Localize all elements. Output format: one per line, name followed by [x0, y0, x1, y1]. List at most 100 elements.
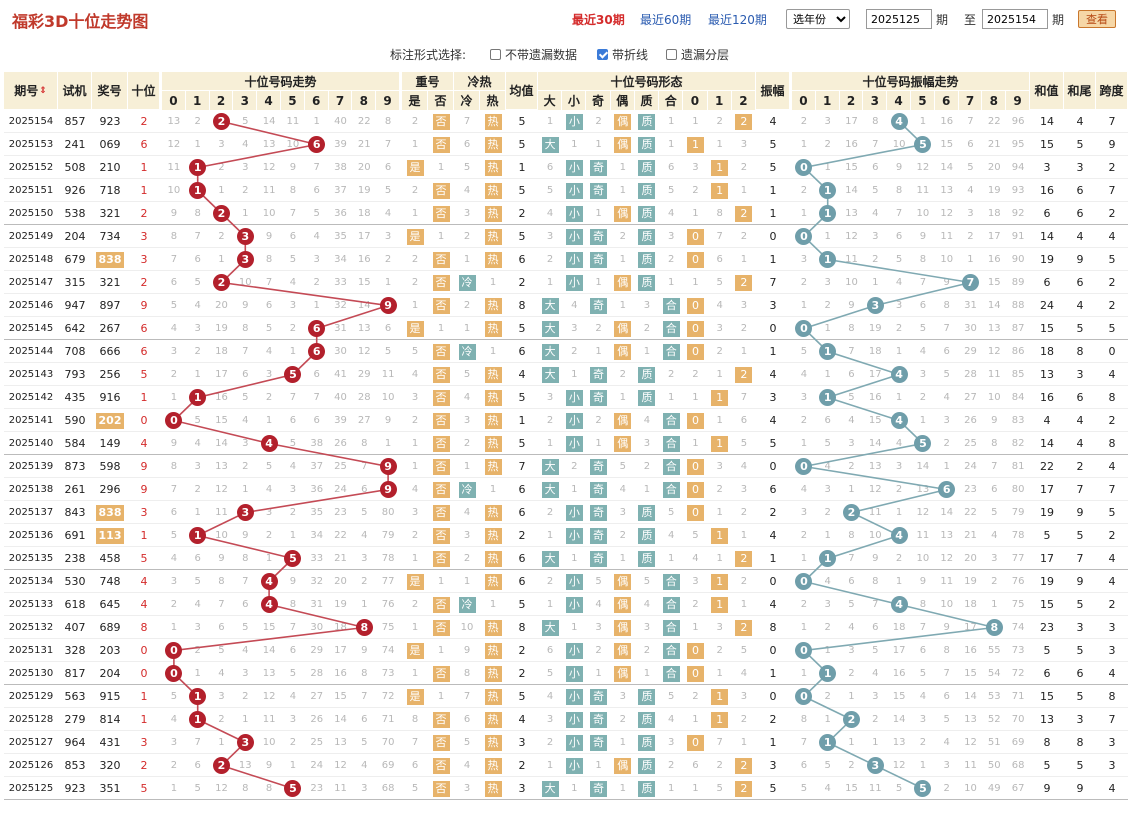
sort-icon[interactable]: ⇕: [39, 85, 47, 96]
form-tag: 2: [735, 366, 753, 383]
form-cell: 1: [571, 484, 578, 495]
form-cell: 0: [683, 294, 707, 317]
award-number: 210: [99, 161, 121, 174]
form-cell: 1: [643, 484, 651, 495]
form-cell: 合: [659, 340, 683, 363]
amp-miss-cell: 2: [872, 714, 879, 725]
hotcold-cell: 热: [480, 777, 506, 800]
from-issue-input[interactable]: [866, 9, 932, 29]
trend-miss-cell: 5: [170, 691, 178, 702]
hotcold-tag: 热: [484, 412, 502, 429]
form-cell: 3: [595, 622, 602, 633]
form-cell: 3: [740, 300, 748, 311]
form-tag: 偶: [614, 435, 632, 452]
option-no-miss[interactable]: 不带遗漏数据: [490, 46, 577, 63]
period-30-link[interactable]: 最近30期: [572, 13, 625, 27]
form-cell: 2: [546, 737, 554, 748]
repeat-cell-tag: 否: [432, 136, 450, 153]
repeat-cell: 3: [411, 507, 419, 518]
ten-digit-cell: 4: [140, 598, 148, 611]
amp-miss-cell: 15: [845, 162, 858, 173]
form-cell: 大: [538, 616, 562, 639]
hotcold-cell: 7: [463, 691, 471, 702]
repeat-cell-tag: 否: [432, 780, 450, 797]
trend-miss-cell: 37: [310, 461, 324, 472]
trend-miss-cell: 5: [242, 622, 249, 633]
tail-cell: 5: [1076, 322, 1084, 335]
amp-cell: 0: [769, 230, 777, 243]
option-layer[interactable]: 遗漏分层: [666, 46, 729, 63]
period-60-link[interactable]: 最近60期: [640, 13, 692, 27]
header-amp-digit: 0: [792, 91, 816, 110]
test-number-cell: 857: [64, 115, 86, 128]
trend-miss-cell: 7: [194, 737, 201, 748]
hotcold-tag: 热: [484, 136, 502, 153]
trend-miss-cell: 4: [194, 300, 201, 311]
table-row: 2025153 241 069 6 12 1 3 4 13 10 6 39 21 7 1 否 6 热 5 大 1 1 偶质 1…: [4, 133, 1128, 156]
avg-cell: 5: [518, 322, 526, 335]
form-tag: 合: [662, 573, 680, 590]
amp-miss-cell: 11: [868, 507, 882, 518]
repeat-cell: 否: [428, 409, 454, 432]
form-cell: 2: [692, 599, 699, 610]
trend-miss-cell: 7: [313, 162, 320, 173]
trend-miss-cell: 1: [170, 392, 178, 403]
year-select[interactable]: 选年份: [786, 9, 850, 29]
trend-miss-cell: 36: [310, 484, 324, 495]
hotcold-cell: 3: [463, 783, 471, 794]
trend-miss-cell: 72: [381, 691, 395, 702]
form-cell: 1: [595, 277, 602, 288]
repeat-cell: 1: [437, 691, 445, 702]
form-tag: 偶: [614, 665, 632, 682]
amp-miss-cell: 8: [991, 438, 998, 449]
form-cell: 2: [716, 346, 723, 357]
sum-cell: 15: [1040, 322, 1054, 335]
period-120-link[interactable]: 最近120期: [708, 13, 767, 27]
avg-cell: 1: [518, 161, 526, 174]
test-number-cell: 538: [64, 207, 86, 220]
trend-miss-cell: 4: [265, 346, 273, 357]
header-trend-digit: 2: [209, 91, 234, 110]
test-number-cell: 793: [64, 368, 86, 381]
hotcold-cell: 热: [480, 133, 506, 156]
checkbox-lines[interactable]: [597, 49, 608, 60]
amp-miss-cell: 3: [991, 553, 998, 564]
form-cell: 2: [732, 754, 756, 777]
ten-digit-cell: 1: [140, 184, 148, 197]
form-cell: 7: [740, 392, 748, 403]
award-number-cell: 113: [92, 524, 128, 547]
trend-miss-cell: 7: [242, 346, 249, 357]
avg-cell: 5: [518, 115, 526, 128]
trend-ball: 1: [189, 389, 207, 406]
form-cell: 1: [595, 139, 602, 150]
trend-miss-cell: 4: [242, 139, 249, 150]
form-tag: 偶: [614, 642, 632, 659]
trend-miss-cell: 13: [262, 668, 276, 679]
option-lines[interactable]: 带折线: [597, 46, 648, 63]
amp-miss-cell: 17: [987, 231, 1001, 242]
amp-miss-cell: 1: [800, 208, 808, 219]
checkbox-no-miss[interactable]: [490, 49, 501, 60]
hotcold-cell: 热: [480, 547, 506, 570]
amp-miss-cell: 4: [919, 346, 927, 357]
form-tag: 小: [565, 205, 583, 222]
form-cell: 3: [740, 139, 748, 150]
amp-miss-cell: 10: [964, 783, 977, 794]
form-cell: 合: [659, 616, 683, 639]
form-cell: 奇: [586, 708, 610, 731]
query-button[interactable]: 查看: [1078, 10, 1116, 28]
trend-miss-cell: 40: [334, 392, 347, 403]
header-issue[interactable]: 期号 ⇕: [4, 72, 58, 110]
form-tag: 偶: [614, 596, 632, 613]
hotcold-cell: 4: [463, 392, 471, 403]
trend-miss-cell: 20: [357, 162, 371, 173]
amp-miss-cell: 15: [940, 139, 954, 150]
amp-miss-cell: 78: [1011, 530, 1025, 541]
amp-miss-cell: 5: [848, 599, 855, 610]
checkbox-layer[interactable]: [666, 49, 677, 60]
to-issue-input[interactable]: [982, 9, 1048, 29]
amp-miss-cell: 8: [848, 323, 855, 334]
form-cell: 7: [716, 737, 723, 748]
sum-cell: 16: [1040, 184, 1054, 197]
trend-hit-cell: 1: [186, 156, 210, 179]
